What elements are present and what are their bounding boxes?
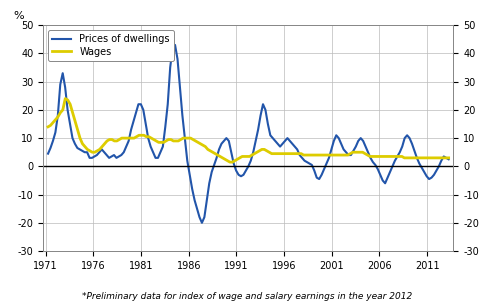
Wages	[342, 153, 348, 157]
Wages	[242, 155, 247, 158]
Prices of dwellings	[194, 207, 200, 210]
Wages	[210, 150, 216, 154]
Wages	[109, 138, 115, 141]
Wages	[431, 156, 437, 160]
Prices of dwellings	[360, 139, 366, 143]
Prices of dwellings	[45, 152, 51, 155]
Prices of dwellings	[172, 43, 178, 47]
Prices of dwellings	[321, 167, 327, 171]
Wages	[45, 125, 51, 129]
Wages	[446, 156, 452, 160]
Wages	[227, 160, 233, 164]
Line: Prices of dwellings: Prices of dwellings	[48, 45, 449, 223]
Prices of dwellings	[84, 150, 90, 154]
Wages	[360, 150, 366, 154]
Prices of dwellings	[57, 83, 63, 86]
Wages	[62, 97, 68, 100]
Prices of dwellings	[446, 157, 452, 161]
Y-axis label: %: %	[13, 11, 24, 21]
Prices of dwellings	[91, 155, 97, 158]
Legend: Prices of dwellings, Wages: Prices of dwellings, Wages	[48, 30, 174, 61]
Prices of dwellings	[199, 221, 205, 225]
Text: *Preliminary data for index of wage and salary earnings in the year 2012: *Preliminary data for index of wage and …	[82, 292, 412, 301]
Line: Wages: Wages	[48, 98, 449, 162]
